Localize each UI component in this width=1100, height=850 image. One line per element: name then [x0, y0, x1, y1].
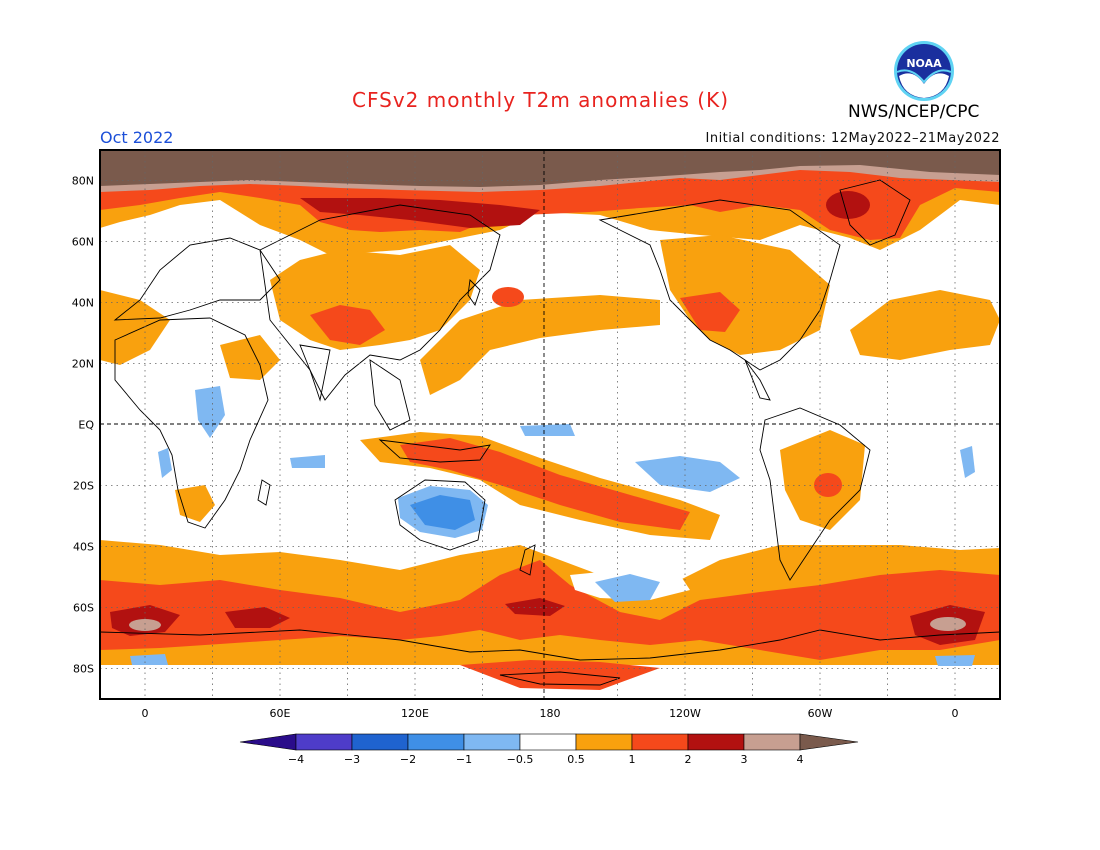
- colorbar-label: −4: [288, 753, 304, 766]
- forecast-month: Oct 2022: [100, 128, 174, 147]
- north-america-red: [680, 292, 740, 332]
- coast-india: [299, 344, 331, 402]
- indian-ocean-blue: [290, 455, 325, 468]
- atlantic-blue: [960, 446, 975, 478]
- coast-antarctica: [100, 629, 1000, 661]
- noaa-logo: NOAA: [894, 41, 954, 101]
- equatorial-blue: [520, 424, 575, 436]
- tropical-pacific-red: [400, 438, 690, 530]
- lon-label: 60W: [808, 707, 833, 720]
- arctic-brown-band: [100, 150, 1000, 187]
- colorbar-segment: [407, 733, 465, 751]
- colorbar-label: −3: [344, 753, 360, 766]
- lon-label: 120E: [401, 707, 429, 720]
- southern-ocean-darkred-2: [225, 607, 290, 628]
- antarctic-blue-2: [935, 655, 975, 666]
- lat-label: 40N: [72, 297, 94, 310]
- initial-conditions: Initial conditions: 12May2022–21May2022: [705, 131, 1000, 146]
- colorbar: −4 −3 −2 −1 −0.5 0.5 1 2 3 4: [239, 733, 859, 766]
- colorbar-label: −2: [400, 753, 416, 766]
- lat-label: 20S: [73, 480, 94, 493]
- coast-africa: [114, 317, 269, 529]
- coast-greenland: [839, 179, 911, 246]
- lat-label: 80S: [73, 663, 94, 676]
- coast-new-zealand: [519, 544, 536, 576]
- coast-south-america: [759, 407, 871, 581]
- antarctic-red-patch: [460, 660, 660, 690]
- coast-madagascar: [257, 479, 271, 506]
- africa-blue: [195, 386, 225, 438]
- lat-label: 80N: [72, 175, 94, 188]
- noaa-logo-text: NOAA: [906, 57, 942, 70]
- colorbar-segment: [575, 733, 633, 751]
- australia-blue-dark: [410, 495, 475, 530]
- pacific-orange: [420, 295, 660, 395]
- coast-central-america: [744, 359, 771, 401]
- colorbar-label: −0.5: [507, 753, 534, 766]
- coast-asia: [259, 204, 501, 401]
- arctic-darkred-band: [300, 198, 540, 228]
- coast-antarctica-2: [499, 671, 621, 686]
- east-pacific-blue: [635, 456, 740, 492]
- map-frame: [99, 149, 1001, 700]
- colorbar-segment: [519, 733, 577, 751]
- colorbar-high-arrow: [799, 733, 859, 751]
- lat-label: 40S: [73, 541, 94, 554]
- colorbar-segment: [351, 733, 409, 751]
- chart-title: CFSv2 monthly T2m anomalies (K): [352, 88, 729, 112]
- coast-australia: [394, 479, 486, 551]
- south-pacific-blue: [595, 574, 660, 602]
- antarctic-blue-1: [130, 654, 168, 665]
- map-area: [100, 150, 1000, 699]
- lon-label: 180: [540, 707, 561, 720]
- longitude-labels: 0 60E 120E 180 120W 60W 0: [142, 707, 959, 720]
- colorbar-label: 3: [741, 753, 748, 766]
- coast-se-asia: [369, 359, 411, 431]
- coast-north-america: [598, 199, 841, 371]
- west-africa-blue: [158, 448, 172, 478]
- colorbar-segment: [687, 733, 745, 751]
- coastlines: [100, 179, 1000, 686]
- colorbar-label: 2: [685, 753, 692, 766]
- lat-label: 60N: [72, 236, 94, 249]
- colorbar-segment: [743, 733, 801, 751]
- graticule: [100, 150, 1000, 699]
- lon-label: 120W: [669, 707, 701, 720]
- colorbar-label: 1: [629, 753, 636, 766]
- colorbar-label: 4: [797, 753, 804, 766]
- colorbar-label: 0.5: [567, 753, 585, 766]
- latitude-labels: 80N 60N 40N 20N EQ 20S 40S 60S 80S: [72, 175, 95, 676]
- colorbar-segment: [463, 733, 521, 751]
- lat-label: EQ: [78, 419, 94, 432]
- europe-orange: [100, 290, 170, 365]
- colorbar-segment: [631, 733, 689, 751]
- asia-red: [310, 305, 385, 345]
- colorbar-label: −1: [456, 753, 472, 766]
- coast-japan: [467, 279, 481, 306]
- lon-label: 0: [142, 707, 149, 720]
- agency-label: NWS/NCEP/CPC: [848, 102, 980, 122]
- southern-ocean-darkred-3: [505, 598, 565, 616]
- lat-label: 60S: [73, 602, 94, 615]
- coast-europe: [113, 237, 281, 321]
- west-africa-orange: [220, 335, 280, 380]
- colorbar-segment: [295, 733, 353, 751]
- lon-label: 0: [952, 707, 959, 720]
- colorbar-low-arrow: [239, 733, 297, 751]
- coast-indonesia: [378, 439, 491, 463]
- lon-label: 60E: [270, 707, 291, 720]
- lat-label: 20N: [72, 358, 94, 371]
